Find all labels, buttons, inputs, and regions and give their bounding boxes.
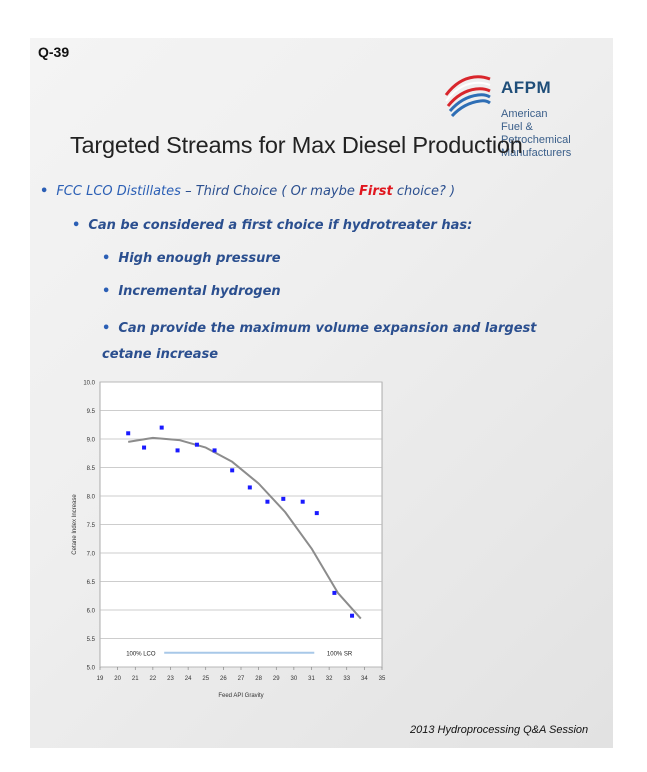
- slide-title: Targeted Streams for Max Diesel Producti…: [70, 132, 523, 158]
- bullet-level-3: • Incremental hydrogen: [102, 284, 281, 299]
- bullet-level-3: • High enough pressure: [102, 251, 281, 266]
- bullet-text: Can provide the maximum volume expansion…: [102, 321, 537, 362]
- y-axis-label: Cetane Index Increase: [72, 494, 78, 555]
- data-point: [175, 448, 180, 453]
- y-tick-label: 7.0: [87, 552, 96, 558]
- logo-brand: AFPM: [501, 78, 552, 97]
- x-tick-label: 27: [238, 676, 245, 682]
- data-point: [126, 431, 131, 436]
- data-point: [194, 442, 199, 447]
- y-tick-label: 8.5: [87, 466, 96, 472]
- logo-line-1: American: [501, 108, 548, 120]
- x-axis-label: Feed API Gravity: [218, 693, 263, 699]
- data-point: [265, 499, 270, 504]
- annotation-right-label: 100% SR: [327, 651, 353, 657]
- logo-line-2: Fuel & Petrochemical: [501, 121, 571, 146]
- x-tick-label: 35: [379, 676, 386, 682]
- y-tick-label: 5.0: [87, 666, 96, 672]
- y-tick-label: 9.0: [87, 438, 96, 444]
- bullet-level-3: • Can provide the maximum volume expansio…: [102, 316, 562, 368]
- slide-footer: 2013 Hydroprocessing Q&A Session: [410, 724, 589, 736]
- logo-line-3: Manufacturers: [501, 147, 572, 159]
- y-tick-label: 9.5: [87, 409, 96, 415]
- y-tick-label: 6.5: [87, 580, 96, 586]
- x-tick-label: 34: [361, 676, 368, 682]
- bullet-rest: – Third Choice ( Or maybe: [180, 184, 360, 199]
- x-tick-label: 24: [185, 676, 192, 682]
- x-tick-label: 19: [97, 676, 104, 682]
- x-tick-label: 31: [308, 676, 315, 682]
- y-tick-label: 8.0: [87, 495, 96, 501]
- x-tick-label: 23: [167, 676, 174, 682]
- logo-subtitle: American Fuel & Petrochemical Manufactur…: [501, 108, 601, 160]
- y-tick-label: 5.5: [87, 637, 96, 643]
- annotation-left-label: 100% LCO: [126, 651, 156, 657]
- question-number: Q-39: [38, 44, 70, 60]
- y-tick-label: 10.0: [83, 381, 95, 387]
- data-point: [230, 468, 235, 473]
- bullet-text: Incremental hydrogen: [118, 284, 281, 299]
- x-tick-label: 28: [255, 676, 262, 682]
- data-point: [159, 425, 164, 430]
- bullet-text: High enough pressure: [118, 251, 281, 266]
- bullet-dot-icon: •: [40, 184, 49, 199]
- trend-curve: [128, 436, 362, 620]
- data-point: [281, 496, 286, 501]
- x-tick-label: 30: [291, 676, 298, 682]
- data-point: [247, 485, 252, 490]
- x-tick-label: 33: [343, 676, 350, 682]
- bullet-level-1: • FCC LCO Distillates – Third Choice ( Or…: [40, 184, 455, 199]
- x-tick-label: 25: [202, 676, 209, 682]
- bullet-first-highlight: First: [359, 184, 393, 199]
- x-tick-label: 32: [326, 676, 333, 682]
- cetane-chart: 5.0 5.5 6.0 6.5 7.0 7.5 8.0 8.5 9.0 9.5 10.0 19 20 21…: [72, 381, 386, 700]
- x-tick-label: 20: [114, 676, 121, 682]
- data-point: [212, 448, 217, 453]
- x-tick-label: 29: [273, 676, 280, 682]
- data-point: [142, 445, 147, 450]
- data-point: [314, 511, 319, 516]
- bullet-dot-icon: •: [72, 218, 81, 233]
- bullet-end: choice? ): [392, 184, 456, 199]
- x-tick-label: 26: [220, 676, 227, 682]
- data-point: [332, 590, 337, 595]
- data-point: [300, 499, 305, 504]
- x-tick-label: 21: [132, 676, 139, 682]
- afpm-logo-icon: [444, 75, 491, 117]
- bullet-text: Can be considered a first choice if hydr…: [88, 218, 473, 233]
- x-tick-label: 22: [150, 676, 157, 682]
- data-point: [350, 613, 355, 618]
- bullet-dot-icon: •: [102, 284, 111, 299]
- bullet-dot-icon: •: [102, 321, 111, 336]
- y-tick-label: 6.0: [87, 609, 96, 615]
- bullet-dot-icon: •: [102, 251, 111, 266]
- bullet-lead: FCC LCO Distillates: [56, 184, 181, 199]
- bullet-level-2: • Can be considered a first choice if hyd…: [72, 218, 472, 233]
- y-tick-label: 7.5: [87, 523, 96, 529]
